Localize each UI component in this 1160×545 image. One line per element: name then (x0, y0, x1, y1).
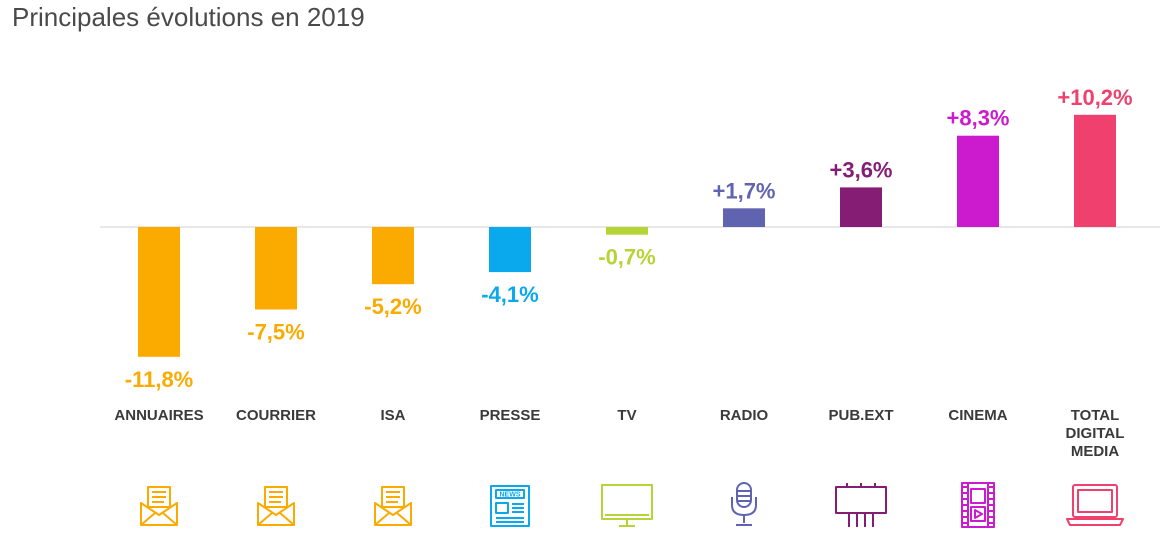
data-label: -7,5% (247, 320, 304, 345)
envelope-letter-icon (140, 486, 178, 526)
category-label: ANNUAIRES (114, 407, 203, 424)
bar (1074, 114, 1116, 227)
category-label: ISA (380, 407, 405, 424)
category-label: TOTAL DIGITAL MEDIA (1066, 407, 1125, 460)
category-label: CINEMA (948, 407, 1007, 424)
bar (723, 208, 765, 227)
data-label: -5,2% (364, 294, 421, 319)
microphone-icon (731, 482, 757, 526)
data-label: +3,6% (830, 157, 893, 182)
category-label: PUB.EXT (828, 407, 893, 424)
billboard-icon (835, 483, 887, 527)
film-strip-icon (961, 482, 995, 528)
data-label: +10,2% (1057, 85, 1132, 110)
data-label: -4,1% (481, 282, 538, 307)
bar (840, 187, 882, 227)
data-label: -0,7% (598, 245, 655, 270)
envelope-letter-icon (257, 486, 295, 526)
svg-text:NEWS: NEWS (500, 492, 521, 499)
bar (489, 227, 531, 273)
data-label: +1,7% (713, 178, 776, 203)
newspaper-icon: NEWS (490, 485, 530, 527)
data-label: +8,3% (947, 106, 1010, 131)
bar (957, 135, 999, 227)
category-label: COURRIER (236, 407, 316, 424)
envelope-letter-icon (374, 486, 412, 526)
data-label: -11,8% (125, 367, 194, 392)
laptop-icon (1066, 484, 1124, 526)
bar (606, 227, 648, 235)
bar (255, 227, 297, 310)
tv-icon (601, 484, 653, 527)
category-label: PRESSE (480, 407, 541, 424)
bar (372, 227, 414, 285)
category-label: TV (617, 407, 636, 424)
page-title: Principales évolutions en 2019 (12, 2, 365, 32)
category-label: RADIO (720, 407, 769, 424)
bar (138, 227, 180, 357)
